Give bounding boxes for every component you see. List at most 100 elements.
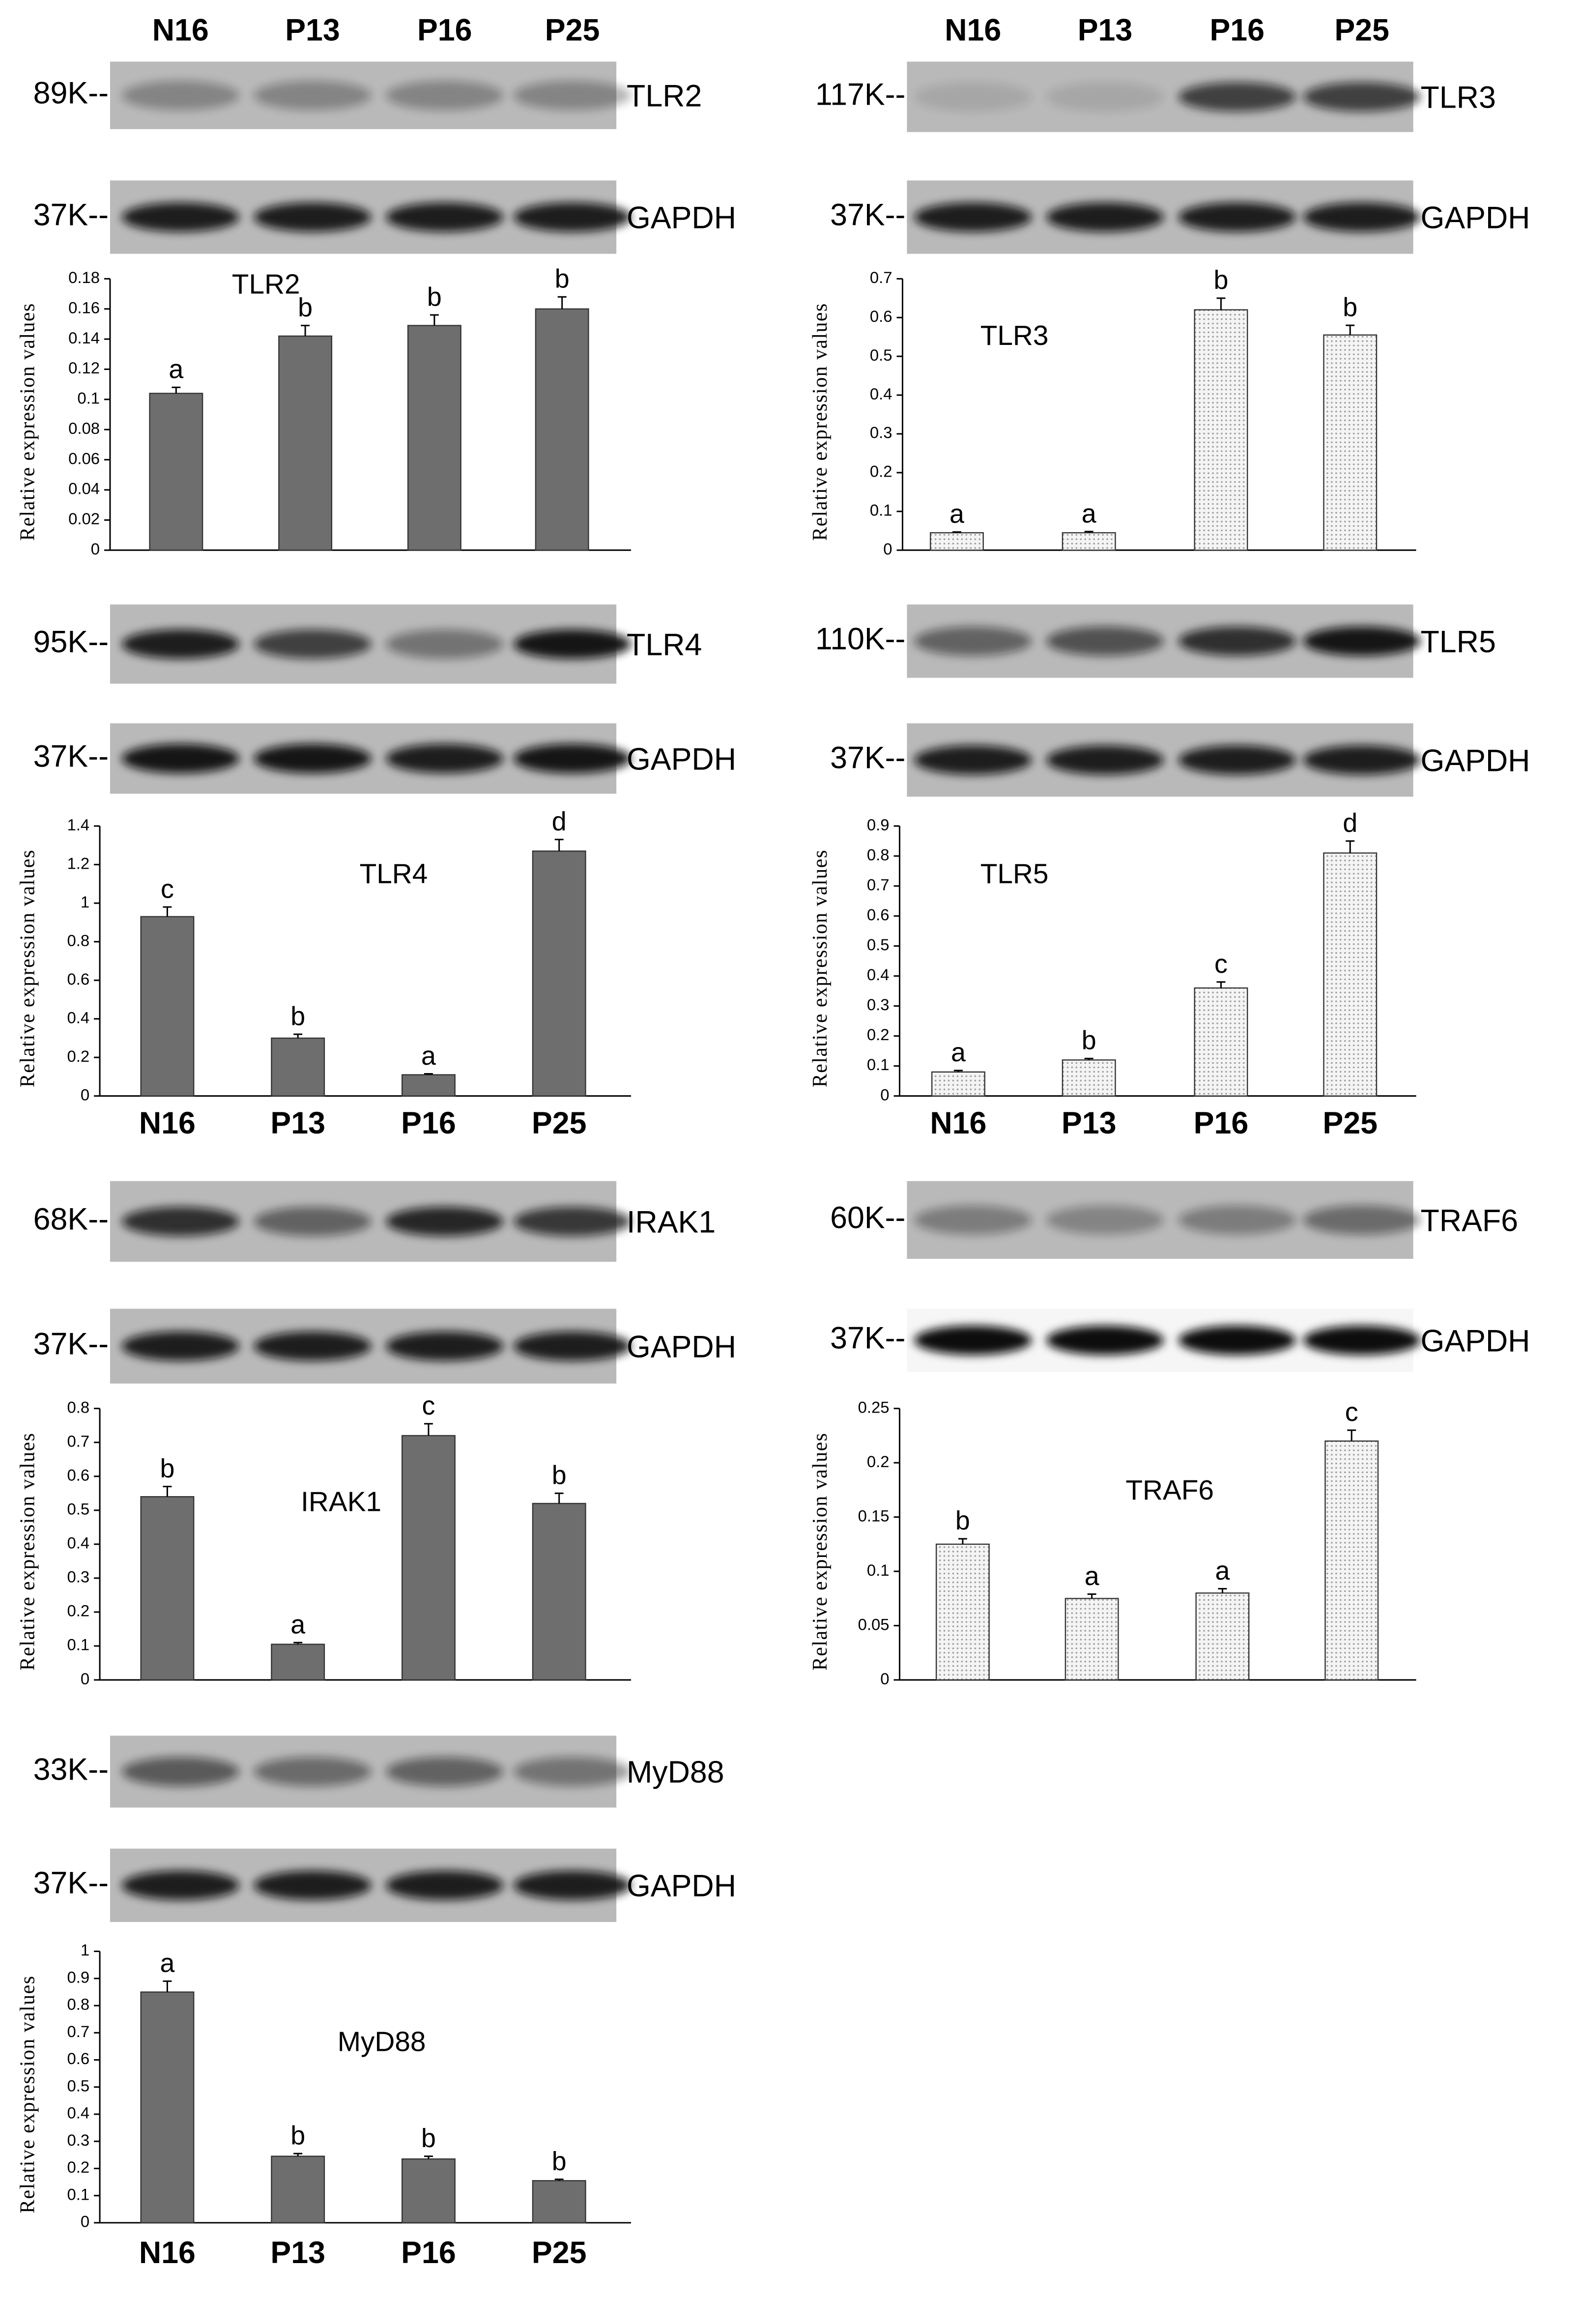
- blot-marker: 110K--: [815, 622, 906, 656]
- blot-label: GAPDH: [627, 1869, 736, 1903]
- significance-letter: a: [169, 355, 183, 384]
- lane-header: P16: [417, 13, 472, 47]
- blot-band: [1046, 1205, 1164, 1235]
- significance-letter: a: [421, 1041, 436, 1071]
- blot-band: [121, 202, 239, 232]
- bar: [140, 1991, 195, 2224]
- error-bar: [554, 1492, 564, 1504]
- y-tick-label: 0: [883, 539, 892, 558]
- y-tick-label: 0.4: [867, 965, 890, 984]
- blot-band: [514, 743, 632, 773]
- y-axis-label: Relative expression values: [809, 1433, 832, 1671]
- blot-band: [514, 81, 632, 110]
- blot-marker: 37K--: [33, 1866, 109, 1900]
- significance-letter: b: [427, 282, 442, 312]
- significance-letter: b: [1082, 1026, 1096, 1055]
- x-tick-label: P16: [1194, 1106, 1249, 1140]
- lane-header: N16: [152, 13, 209, 47]
- blot-band: [121, 743, 239, 773]
- y-tick-label: 0.06: [68, 449, 100, 467]
- y-tick-label: 0.14: [68, 329, 100, 347]
- blot-band: [914, 745, 1032, 775]
- chart-title: TLR3: [980, 320, 1049, 351]
- blot-band: [121, 1331, 239, 1361]
- y-tick-label: 0.4: [67, 1008, 90, 1026]
- blot-marker: 117K--: [815, 78, 906, 112]
- significance-letter: c: [161, 874, 174, 904]
- blot-label: GAPDH: [627, 1330, 736, 1364]
- blot-band: [1046, 745, 1164, 775]
- y-tick-label: 0.18: [68, 268, 100, 286]
- error-bar: [952, 531, 961, 533]
- bar: [271, 1037, 325, 1097]
- x-tick-label: N16: [930, 1106, 986, 1140]
- blot-label: MyD88: [627, 1755, 724, 1789]
- chart-title: TLR5: [980, 859, 1049, 890]
- y-axis-label: Relative expression values: [16, 1433, 39, 1671]
- bar: [271, 1644, 325, 1681]
- bar: [149, 393, 203, 551]
- y-tick-label: 0: [81, 1670, 89, 1688]
- significance-letter: a: [1085, 1561, 1099, 1591]
- error-bar: [1216, 981, 1226, 988]
- y-tick-label: 0.1: [867, 1055, 890, 1074]
- chart-title: TLR2: [232, 269, 300, 300]
- significance-letter: b: [421, 2124, 436, 2153]
- blot-band: [254, 629, 372, 659]
- y-tick-label: 0.3: [67, 2131, 90, 2149]
- y-tick-label: 0.4: [67, 2104, 90, 2122]
- significance-letter: a: [1082, 499, 1096, 528]
- blot-band: [254, 81, 372, 110]
- blot-marker: 37K--: [33, 198, 109, 232]
- blot-band: [514, 1757, 632, 1786]
- blot-band: [1178, 202, 1296, 232]
- bar: [532, 1502, 586, 1681]
- lane-header: P25: [545, 13, 600, 47]
- significance-letter: a: [949, 499, 964, 529]
- y-tick-label: 1.4: [67, 816, 90, 834]
- x-tick-label: P13: [1062, 1106, 1117, 1140]
- y-tick-label: 0.7: [867, 876, 890, 894]
- y-tick-label: 0.8: [67, 1995, 90, 2013]
- bar: [1324, 1440, 1379, 1681]
- bar: [535, 308, 589, 551]
- bar: [929, 532, 984, 551]
- blot-band: [914, 202, 1032, 232]
- bar: [1195, 1592, 1250, 1681]
- bar: [1323, 334, 1378, 551]
- blot-band: [121, 1757, 239, 1786]
- blot-label: TLR3: [1421, 81, 1496, 115]
- lane-header: N16: [945, 13, 1001, 47]
- significance-letter: a: [1215, 1556, 1230, 1586]
- y-tick-label: 0.6: [67, 1466, 90, 1484]
- blot-label: GAPDH: [1421, 743, 1530, 778]
- x-tick-label: P13: [270, 1106, 325, 1140]
- y-tick-label: 0.2: [867, 1452, 890, 1471]
- blot-band: [1178, 745, 1296, 775]
- blot-band: [254, 743, 372, 773]
- x-tick-label: P16: [401, 2236, 456, 2270]
- blot-band: [514, 1207, 632, 1236]
- blot-band: [386, 202, 504, 232]
- blot-band: [1178, 626, 1296, 656]
- blot-band: [386, 81, 504, 110]
- y-tick-label: 0.04: [68, 480, 100, 498]
- y-tick-label: 0.1: [67, 2185, 90, 2203]
- error-bar: [424, 2155, 433, 2159]
- blot-label: TLR4: [627, 627, 702, 662]
- y-tick-label: 0.8: [67, 1398, 90, 1416]
- bar: [407, 325, 461, 551]
- significance-letter: a: [160, 1949, 174, 1978]
- chart-title: IRAK1: [301, 1487, 381, 1518]
- y-tick-label: 1: [81, 1941, 89, 1959]
- blot-band: [254, 1871, 372, 1900]
- error-bar: [554, 839, 564, 851]
- y-tick-label: 0.1: [867, 1561, 890, 1579]
- error-bar: [1084, 531, 1093, 533]
- blot-band: [1046, 1325, 1164, 1355]
- y-tick-label: 0.25: [858, 1398, 890, 1416]
- y-tick-label: 0.9: [67, 1968, 90, 1986]
- blot-band: [1303, 202, 1421, 232]
- blot-marker: 37K--: [830, 1321, 905, 1355]
- error-bar: [554, 2179, 564, 2181]
